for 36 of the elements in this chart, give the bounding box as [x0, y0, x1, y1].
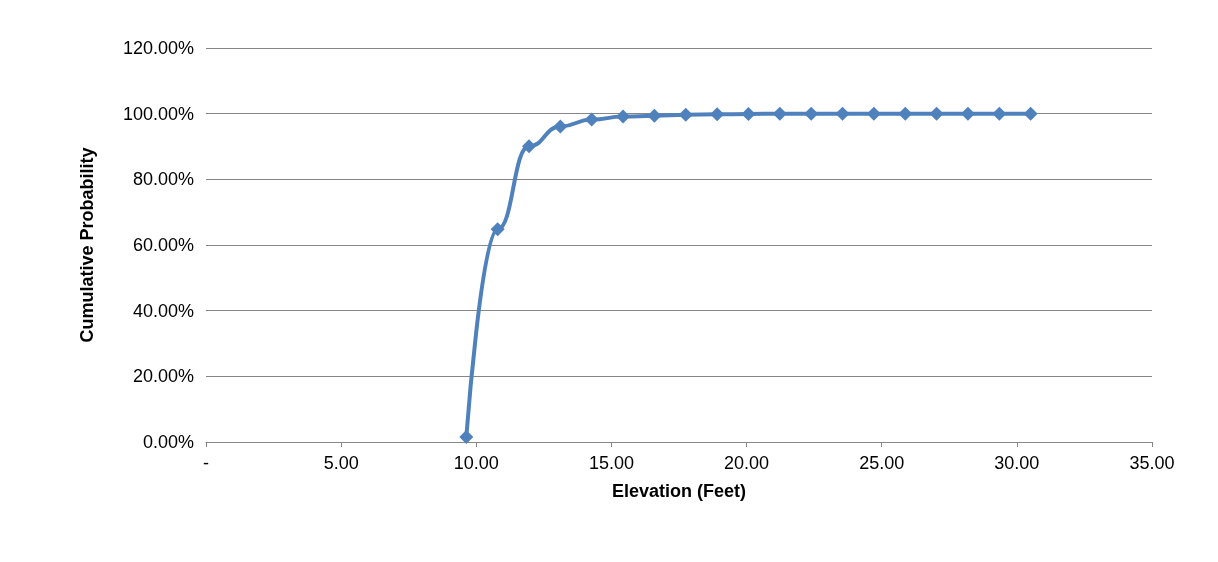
- point: [898, 106, 913, 121]
- point: [678, 107, 693, 122]
- x-tick-label: -: [203, 453, 209, 473]
- point: [647, 108, 662, 123]
- point: [521, 139, 536, 154]
- y-axis-title: Cumulative Probability: [77, 147, 97, 343]
- point: [772, 106, 787, 121]
- point: [992, 106, 1007, 121]
- y-tick-label: 120.00%: [122, 38, 194, 58]
- point: [929, 106, 944, 121]
- point: [710, 107, 725, 122]
- x-tick-label: 35.00: [1129, 453, 1175, 473]
- y-tick-label: 60.00%: [132, 235, 194, 255]
- y-tick-label: 0.00%: [142, 432, 194, 452]
- x-tick-label: 20.00: [724, 453, 770, 473]
- point: [960, 106, 975, 121]
- point: [616, 109, 631, 124]
- point: [584, 112, 599, 127]
- point: [866, 106, 881, 121]
- y-tick-label: 80.00%: [132, 169, 194, 190]
- point: [459, 430, 474, 445]
- point: [490, 222, 505, 237]
- x-tick-label: 15.00: [588, 453, 634, 473]
- point: [835, 106, 850, 121]
- point: [804, 106, 819, 121]
- point: [741, 107, 756, 121]
- y-tick-label: 40.00%: [132, 300, 194, 321]
- y-tick-label: 20.00%: [132, 366, 194, 387]
- x-tick-label: 30.00: [994, 453, 1040, 473]
- point: [1023, 106, 1038, 121]
- x-tick-label: 25.00: [859, 453, 905, 473]
- x-axis-title: Elevation (Feet): [611, 481, 747, 501]
- x-tick-label: 10.00: [453, 453, 499, 473]
- x-tick-label: 5.00: [323, 453, 359, 473]
- y-tick-label: 100.00%: [122, 103, 194, 124]
- point: [553, 119, 568, 134]
